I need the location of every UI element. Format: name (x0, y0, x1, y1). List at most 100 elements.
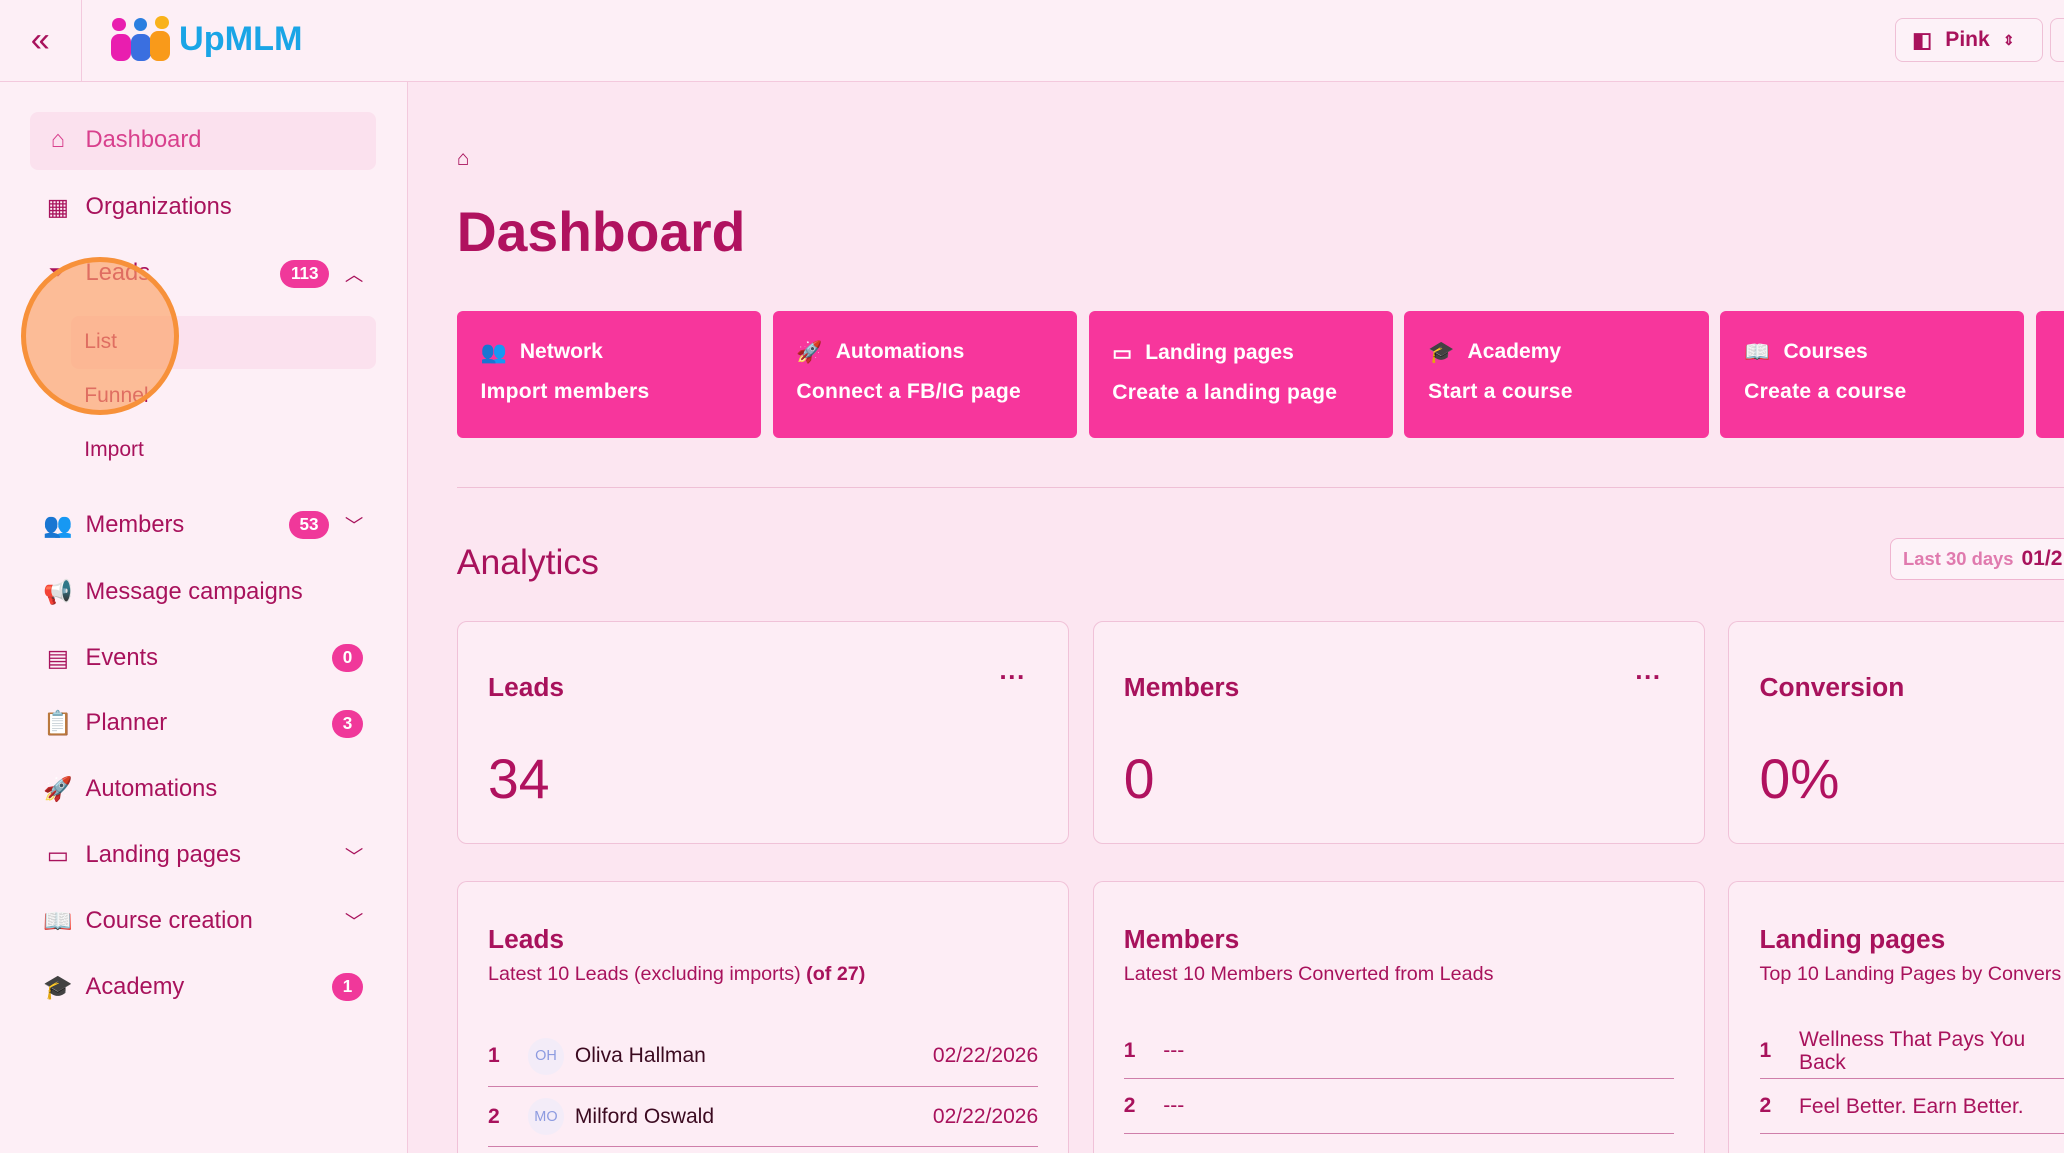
theme-select[interactable]: ◧ Pink ⇕ (1895, 18, 2043, 62)
label: Planner (85, 710, 168, 737)
top-bar: « UpMLM ◧ Pink ⇕ (0, 0, 2064, 82)
rocket-icon: 🚀 (43, 777, 73, 804)
stat-label: Conversion (1759, 672, 1905, 703)
members-badge: 53 (289, 511, 330, 540)
sidebar-item-automations[interactable]: 🚀 Automations (30, 761, 376, 819)
label: Academy (85, 973, 185, 1000)
collapse-sidebar-button[interactable]: « (0, 0, 82, 82)
top-landing-pages-card: Landing pages Top 10 Landing Pages by Co… (1728, 880, 2064, 1153)
book-icon: 📖 (43, 908, 73, 935)
chevron-down-icon[interactable]: ﹀ (344, 845, 364, 867)
users-icon: 👥 (43, 512, 73, 539)
monitor-icon: ▭ (46, 843, 70, 870)
building-icon: ▦ (46, 195, 70, 222)
qa-title: Network (519, 340, 603, 364)
label: Automations (85, 776, 218, 803)
card-description: Latest 10 Leads (excluding imports) (of … (488, 963, 865, 986)
avatar: OH (527, 1037, 565, 1075)
logo-icon (110, 15, 172, 63)
graduation-cap-icon: 🎓 (43, 974, 73, 1001)
sidebar-subitem-import[interactable]: Import (84, 438, 144, 462)
range-label: Last 30 days (1903, 548, 2014, 570)
sidebar-item-landing-pages[interactable]: ▭ Landing pages ﹀ (30, 827, 376, 885)
stat-card-leads: Leads ··· 34 (456, 621, 1069, 844)
megaphone-icon: 📢 (43, 579, 73, 606)
rocket-icon: 🚀 (796, 340, 823, 364)
leads-badge: 113 (280, 259, 330, 288)
sidebar-item-dashboard[interactable]: ⌂ Dashboard (30, 111, 377, 170)
rank: 2 (1123, 1094, 1136, 1118)
sidebar-item-organizations[interactable]: ▦ Organizations (30, 179, 376, 237)
rank: 1 (1123, 1038, 1136, 1062)
sidebar-item-events[interactable]: ▤ Events 0 (30, 629, 376, 687)
stat-label: Leads (488, 672, 565, 703)
chevron-down-icon[interactable]: ﹀ (344, 515, 364, 537)
quick-action-landing-pages[interactable]: ▭ Landing pages Create a landing page (1088, 310, 1393, 439)
label: Dashboard (85, 127, 202, 154)
rank: 1 (1759, 1038, 1772, 1062)
calendar-icon: ▤ (46, 645, 70, 672)
sidebar-item-message-campaigns[interactable]: 📢 Message campaigns (30, 563, 376, 621)
lead-date: 02/22/2026 (932, 1044, 1039, 1068)
breadcrumb-home-icon[interactable]: ⌂ (456, 147, 470, 171)
chevron-up-icon[interactable]: ︿ (344, 263, 364, 285)
more-options-icon[interactable]: ··· (999, 661, 1026, 692)
more-options-icon[interactable]: ··· (1635, 661, 1662, 692)
quick-action-academy[interactable]: 🎓 Academy Start a course (1404, 310, 1709, 439)
sidebar-item-planner[interactable]: 📋 Planner 3 (30, 695, 376, 753)
latest-members-card: Members Latest 10 Members Converted from… (1092, 880, 1705, 1153)
stat-value: 0 (1123, 748, 1155, 811)
brand-name: UpMLM (179, 19, 303, 58)
card-title: Landing pages (1759, 923, 1946, 954)
stat-value: 0% (1759, 748, 1840, 811)
stat-label: Members (1123, 672, 1240, 703)
lead-name: Milford Oswald (574, 1104, 715, 1128)
quick-action-automations[interactable]: 🚀 Automations Connect a FB/IG page (772, 310, 1077, 439)
rank: 2 (1759, 1094, 1772, 1118)
rank: 2 (488, 1104, 500, 1128)
logo: UpMLM (110, 15, 303, 63)
member-name: --- (1163, 1094, 1185, 1118)
qa-title: Automations (835, 340, 965, 364)
lead-date: 02/22/2026 (932, 1104, 1039, 1128)
book-icon: 📖 (1744, 340, 1771, 364)
sidebar-item-academy[interactable]: 🎓 Academy 1 (30, 958, 376, 1016)
qa-title: Academy (1467, 340, 1562, 364)
palette-icon: ◧ (1912, 29, 1933, 53)
header-button[interactable] (2050, 18, 2064, 62)
clipboard-icon: 📋 (43, 711, 73, 738)
list-item[interactable]: 1 Wellness That Pays You Back (1759, 1024, 2064, 1080)
card-title: Leads (488, 923, 565, 954)
list-item[interactable]: 2 --- (1123, 1079, 1674, 1135)
monitor-icon: ▭ (1112, 341, 1133, 365)
rank: 1 (488, 1044, 500, 1068)
stat-value: 34 (488, 748, 550, 811)
quick-action-courses[interactable]: 📖 Courses Create a course (1720, 310, 2025, 439)
list-item[interactable]: 2 MO Milford Oswald 02/22/2026 (488, 1087, 1039, 1148)
label: Course creation (85, 907, 253, 934)
sidebar-item-course-creation[interactable]: 📖 Course creation ﹀ (30, 892, 376, 950)
chevron-down-icon[interactable]: ﹀ (344, 911, 364, 933)
label: Members (85, 511, 185, 538)
landing-page-name: Feel Better. Earn Better. (1799, 1094, 2024, 1118)
card-description: Latest 10 Members Converted from Leads (1123, 963, 1494, 986)
users-icon: 👥 (480, 340, 507, 364)
count: (of 27) (806, 963, 866, 986)
sidebar: ⌂Dashboard ▦Organizations ⏷Leads113︿ Lis… (0, 81, 409, 1153)
date-range-picker[interactable]: Last 30 days 01/2 (1890, 538, 2064, 581)
stat-card-conversion: Conversion 0% (1728, 621, 2064, 844)
qa-action: Import members (480, 380, 650, 404)
avatar: MO (527, 1098, 565, 1136)
stat-card-members: Members ··· 0 (1092, 621, 1705, 844)
home-icon: ⌂ (50, 127, 66, 154)
label: Message campaigns (85, 578, 303, 605)
quick-action-more[interactable] (2036, 310, 2064, 439)
list-item[interactable]: 1 --- (1123, 1024, 1674, 1080)
list-item[interactable]: 2 Feel Better. Earn Better. (1759, 1079, 2064, 1135)
quick-action-network[interactable]: 👥 Network Import members (456, 310, 761, 439)
desc: Latest 10 Leads (excluding imports) (488, 963, 801, 986)
list-item[interactable]: 1 OH Oliva Hallman 02/22/2026 (488, 1026, 1039, 1087)
page-title: Dashboard (456, 201, 746, 264)
sidebar-item-members[interactable]: 👥 Members 53 ﹀ (30, 496, 376, 554)
label: Landing pages (85, 842, 241, 869)
